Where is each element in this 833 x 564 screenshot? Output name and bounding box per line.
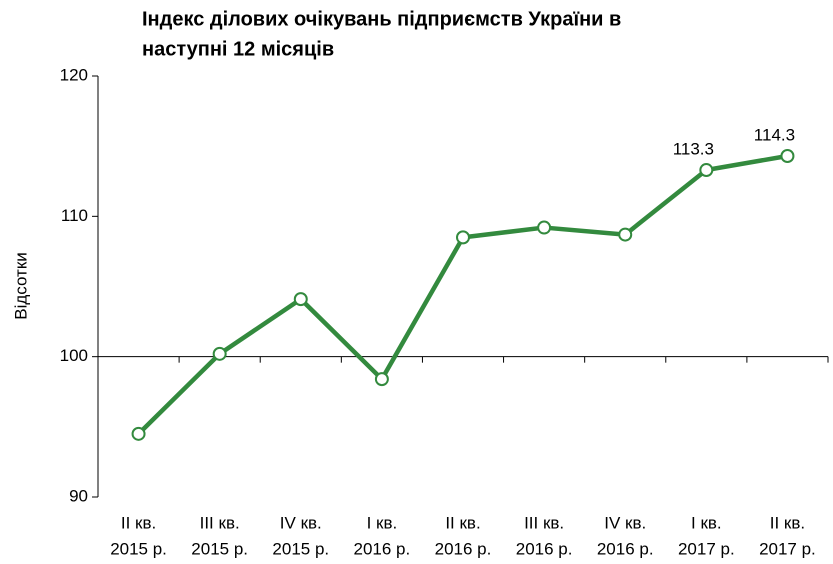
data-point bbox=[618, 227, 633, 242]
y-tick-label: 90 bbox=[69, 486, 88, 505]
y-tick-label: 100 bbox=[60, 346, 88, 365]
x-tick-label: III кв. bbox=[200, 513, 240, 532]
data-point bbox=[374, 372, 389, 387]
data-point bbox=[537, 220, 552, 235]
x-tick-label: 2015 р. bbox=[191, 539, 248, 558]
x-tick-label: 2015 р. bbox=[110, 539, 167, 558]
data-point bbox=[456, 230, 470, 245]
data-point bbox=[780, 148, 795, 163]
x-tick-label: 2015 р. bbox=[272, 539, 329, 558]
x-tick-label: IV кв. bbox=[280, 513, 322, 532]
chart-title: Індекс ділових очікувань підприємств Укр… bbox=[142, 8, 621, 30]
chart-title: наступні 12 місяців bbox=[142, 38, 334, 60]
x-tick-label: 2016 р. bbox=[516, 539, 573, 558]
data-label: 113.3 bbox=[673, 140, 714, 159]
x-tick-label: II кв. bbox=[121, 513, 156, 532]
y-axis-label: Відсотки bbox=[11, 252, 30, 320]
data-point bbox=[293, 292, 308, 307]
x-tick-label: 2016 р. bbox=[354, 539, 411, 558]
x-tick-label: III кв. bbox=[524, 513, 564, 532]
x-tick-label: 2017 р. bbox=[759, 539, 816, 558]
x-tick-label: I кв. bbox=[691, 513, 722, 532]
data-point bbox=[212, 346, 227, 361]
y-tick-label: 120 bbox=[60, 65, 88, 84]
x-tick-label: IV кв. bbox=[604, 513, 646, 532]
x-tick-label: I кв. bbox=[367, 513, 398, 532]
y-tick-label: 110 bbox=[61, 206, 88, 225]
x-tick-label: 2016 р. bbox=[597, 539, 654, 558]
x-tick-label: II кв. bbox=[445, 513, 480, 532]
data-line bbox=[136, 153, 788, 436]
x-tick-label: II кв. bbox=[770, 513, 805, 532]
data-label: 114.3 bbox=[754, 125, 795, 144]
x-tick-label: 2016 р. bbox=[435, 539, 492, 558]
x-tick-label: 2017 р. bbox=[678, 539, 735, 558]
data-point bbox=[699, 163, 714, 178]
data-point bbox=[131, 426, 146, 441]
